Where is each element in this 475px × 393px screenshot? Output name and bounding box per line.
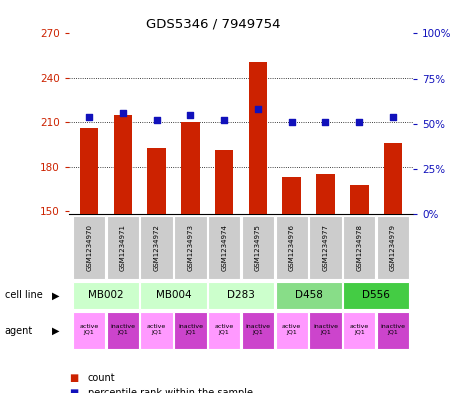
Bar <box>276 282 342 309</box>
Point <box>187 112 194 118</box>
Text: GSM1234972: GSM1234972 <box>153 224 160 271</box>
Text: GSM1234976: GSM1234976 <box>289 224 294 271</box>
Title: GDS5346 / 7949754: GDS5346 / 7949754 <box>146 18 281 31</box>
Point <box>153 117 161 123</box>
Bar <box>316 174 335 214</box>
Point <box>288 119 295 125</box>
Bar <box>309 312 342 349</box>
Bar <box>283 177 301 214</box>
Bar <box>377 312 409 349</box>
Bar <box>208 216 240 279</box>
Bar <box>343 312 375 349</box>
Bar <box>350 185 369 214</box>
Bar <box>276 216 308 279</box>
Bar <box>107 216 139 279</box>
Bar <box>208 282 274 309</box>
Bar <box>114 115 132 214</box>
Bar <box>174 216 207 279</box>
Bar <box>73 216 105 279</box>
Text: inactive
JQ1: inactive JQ1 <box>246 324 270 335</box>
Text: inactive
JQ1: inactive JQ1 <box>178 324 203 335</box>
Point <box>119 110 127 116</box>
Text: ▶: ▶ <box>52 325 60 336</box>
Bar <box>248 62 267 214</box>
Text: D283: D283 <box>227 290 255 300</box>
Point <box>254 106 262 112</box>
Bar <box>174 312 207 349</box>
Bar <box>141 312 173 349</box>
Text: ■: ■ <box>69 373 78 383</box>
Text: ▶: ▶ <box>52 290 60 300</box>
Text: GSM1234973: GSM1234973 <box>188 224 193 271</box>
Bar <box>141 282 207 309</box>
Text: D458: D458 <box>294 290 323 300</box>
Text: percentile rank within the sample: percentile rank within the sample <box>88 388 253 393</box>
Bar <box>181 122 200 214</box>
Text: active
JQ1: active JQ1 <box>147 324 166 335</box>
Text: inactive
JQ1: inactive JQ1 <box>380 324 406 335</box>
Text: MB004: MB004 <box>156 290 191 300</box>
Bar <box>73 282 139 309</box>
Bar <box>80 128 98 214</box>
Text: ■: ■ <box>69 388 78 393</box>
Text: active
JQ1: active JQ1 <box>350 324 369 335</box>
Point <box>220 117 228 123</box>
Text: GSM1234975: GSM1234975 <box>255 224 261 271</box>
Text: active
JQ1: active JQ1 <box>282 324 301 335</box>
Text: GSM1234970: GSM1234970 <box>86 224 92 271</box>
Bar <box>141 216 173 279</box>
Text: GSM1234971: GSM1234971 <box>120 224 126 271</box>
Text: active
JQ1: active JQ1 <box>79 324 99 335</box>
Point <box>322 119 329 125</box>
Bar <box>73 312 105 349</box>
Bar <box>377 216 409 279</box>
Bar <box>309 216 342 279</box>
Bar <box>343 282 409 309</box>
Bar <box>147 147 166 214</box>
Text: GSM1234974: GSM1234974 <box>221 224 227 271</box>
Bar <box>208 312 240 349</box>
Text: inactive
JQ1: inactive JQ1 <box>313 324 338 335</box>
Text: MB002: MB002 <box>88 290 124 300</box>
Bar <box>384 143 402 214</box>
Point <box>355 119 363 125</box>
Bar <box>276 312 308 349</box>
Bar <box>242 216 274 279</box>
Text: active
JQ1: active JQ1 <box>215 324 234 335</box>
Bar <box>215 151 234 214</box>
Text: GSM1234978: GSM1234978 <box>356 224 362 271</box>
Point <box>86 114 93 120</box>
Text: agent: agent <box>5 325 33 336</box>
Text: GSM1234979: GSM1234979 <box>390 224 396 271</box>
Point <box>389 114 397 120</box>
Bar <box>242 312 274 349</box>
Text: cell line: cell line <box>5 290 42 300</box>
Text: GSM1234977: GSM1234977 <box>323 224 329 271</box>
Bar <box>107 312 139 349</box>
Bar <box>343 216 375 279</box>
Text: D556: D556 <box>362 290 390 300</box>
Text: count: count <box>88 373 115 383</box>
Text: inactive
JQ1: inactive JQ1 <box>110 324 135 335</box>
